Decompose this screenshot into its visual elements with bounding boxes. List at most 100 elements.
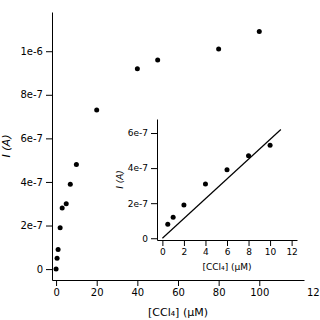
y-axis-tick-mark [46,269,52,270]
annotation: 12 [307,287,320,298]
y-axis-tick-mark [151,168,157,169]
y-axis-tick-label: 6e-7 [21,133,44,144]
x-axis-tick-mark [137,280,138,286]
x-axis-tick-mark [227,240,228,246]
y-axis-tick: 1e-6 [21,46,53,57]
y-axis-tick-mark [151,238,157,239]
y-axis-tick: 2e-7 [21,220,53,231]
x-axis-tick: 80 [213,280,226,298]
point [171,215,176,220]
point [246,153,251,158]
point [203,181,208,186]
x-axis-tick-label: 60 [172,287,185,298]
point [60,206,65,211]
x-axis-tick: 0 [160,240,166,257]
y-axis-tick-label: 2e-7 [128,199,148,209]
main-plot: 02040608010002e-74e-76e-78e-71e-6[CCl₄] … [0,13,320,319]
point [68,182,73,187]
y-axis-tick-mark [46,182,52,183]
x-axis-tick: 0 [53,280,59,298]
x-axis-tick: 10 [265,240,277,257]
x-axis-tick: 12 [286,240,297,257]
point [225,167,230,172]
point [165,222,170,227]
x-axis-tick-mark [162,240,163,246]
x-axis-tick-label: 0 [53,287,59,298]
y-axis-tick-label: 4e-7 [128,163,148,173]
y-axis-tick-label: 4e-7 [21,177,44,188]
y-axis-tick-mark [46,95,52,96]
y-axis-tick-mark [46,226,52,227]
x-axis-tick-mark [249,240,250,246]
y-axis-tick-mark [151,203,157,204]
point [64,201,69,206]
y-axis-tick-label: 1e-6 [21,46,44,57]
x-axis-tick: 6 [225,240,231,257]
x-axis-tick-label: 0 [160,247,166,257]
y-axis-tick-mark [151,133,157,134]
x-axis-tick-label: 4 [203,247,209,257]
x-axis-tick: 8 [246,240,252,257]
point [74,162,79,167]
x-axis-tick-mark [259,280,260,286]
y-axis-tick-label: 8e-7 [21,89,44,100]
inset-background [157,119,297,240]
x-axis-tick: 60 [172,280,185,298]
y-axis-tick-mark [46,51,52,52]
x-axis: 0 2 4 6 8 10 12 [158,240,298,257]
y-axis-title: I (A) [0,135,13,158]
x-axis-tick-label: 8 [246,247,252,257]
point [58,225,63,230]
x-axis-tick-mark [97,280,98,286]
point [216,47,221,52]
y-axis-tick: 4e-7 [21,177,53,188]
x-axis: 0 20 40 60 80 100 [53,280,305,298]
point [257,29,262,34]
point [56,247,61,252]
x-axis-tick-mark [178,280,179,286]
x-axis-tick-mark [292,240,293,246]
x-axis-tick-mark [219,280,220,286]
x-axis-tick-mark [184,240,185,246]
y-axis-line [52,13,53,281]
y-axis-tick: 0 [37,264,52,275]
point [155,57,160,62]
plot-area [162,130,280,239]
y-axis-tick: 6e-7 [21,133,53,144]
y-axis: 0 2e-7 4e-7 6e-7 [128,120,158,244]
x-axis-title: [CCl₄] (μM) [202,262,251,272]
x-axis-tick-label: 12 [286,247,297,257]
x-axis-tick: 40 [131,280,144,298]
y-axis: 0 2e-7 4e-7 6e-7 8e-7 1e-6 [21,13,53,281]
x-axis-tick: 4 [203,240,209,257]
x-axis-tick-label: 80 [213,287,226,298]
x-axis-tick-mark [56,280,57,286]
y-axis-title: I (A) [115,170,125,189]
inset-plot: 0 2 4 6 8 10 12 0 2e-7 4e-7 6e-7 [CCl₄] (μM) I (A) [115,119,298,272]
y-axis-tick: 2e-7 [128,199,157,209]
y-axis-tick: 8e-7 [21,89,53,100]
x-axis-tick-label: 20 [91,287,104,298]
point [181,202,186,207]
chart: 02040608010002e-74e-76e-78e-71e-6[CCl₄] … [0,0,320,320]
point [135,66,140,71]
x-axis-tick: 20 [91,280,104,298]
point [268,143,273,148]
x-axis-tick-label: 6 [225,247,231,257]
y-axis-tick-label: 0 [142,234,148,244]
x-axis-tick-label: 100 [250,287,269,298]
x-axis-tick-label: 10 [265,247,277,257]
y-axis-tick-label: 6e-7 [128,128,148,138]
y-axis-tick: 6e-7 [128,128,157,138]
x-axis-tick-label: 2 [182,247,188,257]
y-axis-tick-mark [46,138,52,139]
x-axis-tick: 100 [250,280,269,298]
point [94,108,99,113]
fit-line [162,130,280,239]
y-axis-tick-label: 2e-7 [21,220,44,231]
y-axis-tick: 0 [142,234,157,244]
x-axis-tick-mark [205,240,206,246]
point [55,256,60,261]
y-axis-tick-label: 0 [37,264,43,275]
x-axis-title: [CCl₄] (μM) [148,306,208,319]
